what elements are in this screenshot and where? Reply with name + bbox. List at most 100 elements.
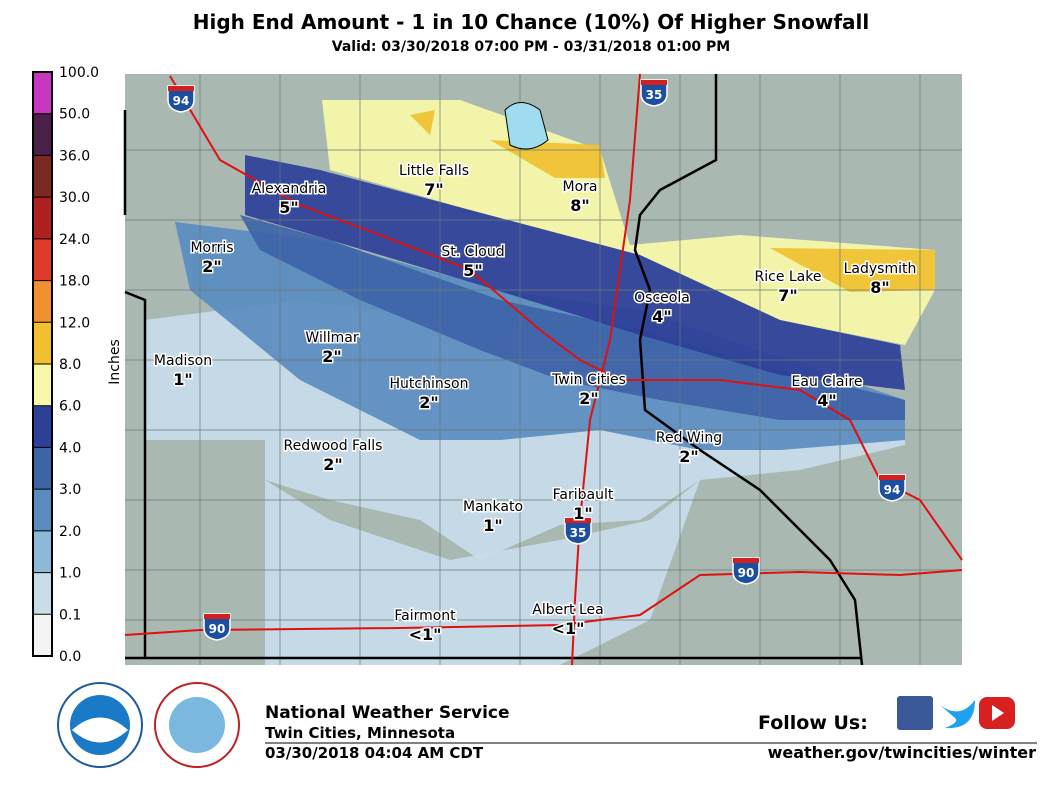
city-name: Ladysmith [844, 261, 917, 277]
interstate-number: 90 [209, 622, 226, 636]
interstate-shield [878, 474, 906, 502]
snow-amount: 4" [652, 307, 671, 326]
city-name: Willmar [305, 330, 358, 346]
logos [57, 682, 1037, 768]
snow-amount: 7" [424, 180, 443, 199]
legend-swatch [33, 322, 52, 364]
legend-tick-label: 50.0 [59, 107, 90, 123]
legend-tick-label: 8.0 [59, 357, 81, 373]
interstate-shield [732, 557, 760, 585]
title: High End Amount - 1 in 10 Chance (10%) O… [193, 10, 869, 34]
snow-band [265, 480, 700, 665]
legend-swatch [33, 238, 52, 281]
snow-amount: 5" [463, 261, 482, 280]
snow-amount: 2" [323, 455, 342, 474]
snow-amount: 4" [817, 391, 836, 410]
interstate-number: 94 [884, 483, 901, 497]
legend-tick-label: 0.1 [59, 607, 81, 623]
legend-tick-label: 3.0 [59, 482, 81, 498]
snow-amount: 2" [419, 393, 438, 412]
legend-tick-label: 36.0 [59, 148, 90, 164]
legend-swatch [33, 197, 52, 239]
legend-swatch [33, 405, 52, 448]
city-name: Redwood Falls [284, 438, 383, 454]
interstate-shield [203, 613, 231, 641]
interstate-number: 35 [570, 526, 587, 540]
interstate-shield [564, 517, 592, 545]
interstate-number: 90 [738, 566, 755, 580]
road [124, 569, 963, 636]
footer-office: Twin Cities, Minnesota [265, 724, 455, 742]
interstate-shield [640, 79, 668, 107]
city-name: Albert Lea [532, 602, 603, 618]
footer-url[interactable]: weather.gov/twincities/winter [768, 743, 1037, 762]
legend-swatch [33, 530, 52, 573]
snow-amount: <1" [552, 619, 585, 638]
footer-issued: 03/30/2018 04:04 AM CDT [265, 744, 484, 762]
snow-amount: <1" [409, 625, 442, 644]
legend-swatch [33, 113, 52, 156]
city-name: Osceola [634, 290, 690, 306]
noaa-bird [72, 717, 128, 743]
twitter-icon[interactable] [940, 700, 975, 729]
legend-swatch [33, 614, 52, 656]
legend-swatch [33, 489, 52, 531]
city-name: Mankato [463, 499, 523, 515]
interstate-number: 35 [646, 88, 663, 102]
city-name: Morris [190, 240, 233, 256]
legend-tick-label: 24.0 [59, 232, 90, 248]
legend-tick-label: 30.0 [59, 190, 90, 206]
state-border [123, 110, 862, 660]
interstate-shield-top [733, 558, 759, 563]
interstate-shield [167, 85, 195, 113]
legend-swatch [33, 155, 52, 198]
legend-tick-label: 0.0 [59, 649, 81, 665]
legend-tick-label: 18.0 [59, 274, 90, 290]
lake [504, 102, 549, 150]
legend-swatch [33, 72, 52, 114]
state-border [633, 74, 864, 666]
legend-label: Inches [107, 339, 123, 384]
city-name: Alexandria [252, 181, 327, 197]
county-lines [125, 74, 962, 665]
snow-band [240, 215, 905, 420]
youtube-play [992, 705, 1004, 721]
snow-band [245, 155, 905, 390]
city-name: Twin Cities [551, 372, 626, 388]
snow-band [410, 110, 435, 135]
snow-amount: 7" [778, 286, 797, 305]
interstate-shield-top [641, 80, 667, 85]
interstate-shield-top [204, 614, 230, 619]
road [169, 75, 963, 561]
snow-amount: 1" [573, 504, 592, 523]
snow-amount: 8" [570, 196, 589, 215]
legend: 100.0 50.0 36.0 30.0 24.0 18.0 12.0 8.0 6.0 4.0 3.… [32, 65, 99, 665]
city-name: Rice Lake [755, 269, 822, 285]
snow-amount: 1" [173, 370, 192, 389]
footer-org: National Weather Service [265, 703, 510, 723]
city-name: Mora [563, 179, 598, 195]
legend-tick-label: 4.0 [59, 440, 81, 456]
city-name: Madison [154, 353, 212, 369]
snow-amount: 2" [579, 389, 598, 408]
snow-amount: 2" [679, 447, 698, 466]
city-name: Red Wing [656, 430, 722, 446]
subtitle: Valid: 03/30/2018 07:00 PM - 03/31/2018 … [332, 39, 731, 55]
follow-us: Follow Us: [758, 712, 868, 734]
road [571, 73, 641, 666]
interstate-shield-top [565, 518, 591, 523]
interstate-shield-top [879, 475, 905, 480]
interstate-number: 94 [173, 94, 190, 108]
snow-band [770, 248, 935, 292]
legend-swatch [33, 447, 52, 490]
snow-amount: 2" [322, 347, 341, 366]
legend-tick-label: 12.0 [59, 315, 90, 331]
snow-band [490, 140, 605, 178]
city-name: Little Falls [399, 163, 469, 179]
city-name: Hutchinson [390, 376, 469, 392]
facebook-icon[interactable] [897, 696, 933, 730]
city-name: Faribault [553, 487, 614, 503]
